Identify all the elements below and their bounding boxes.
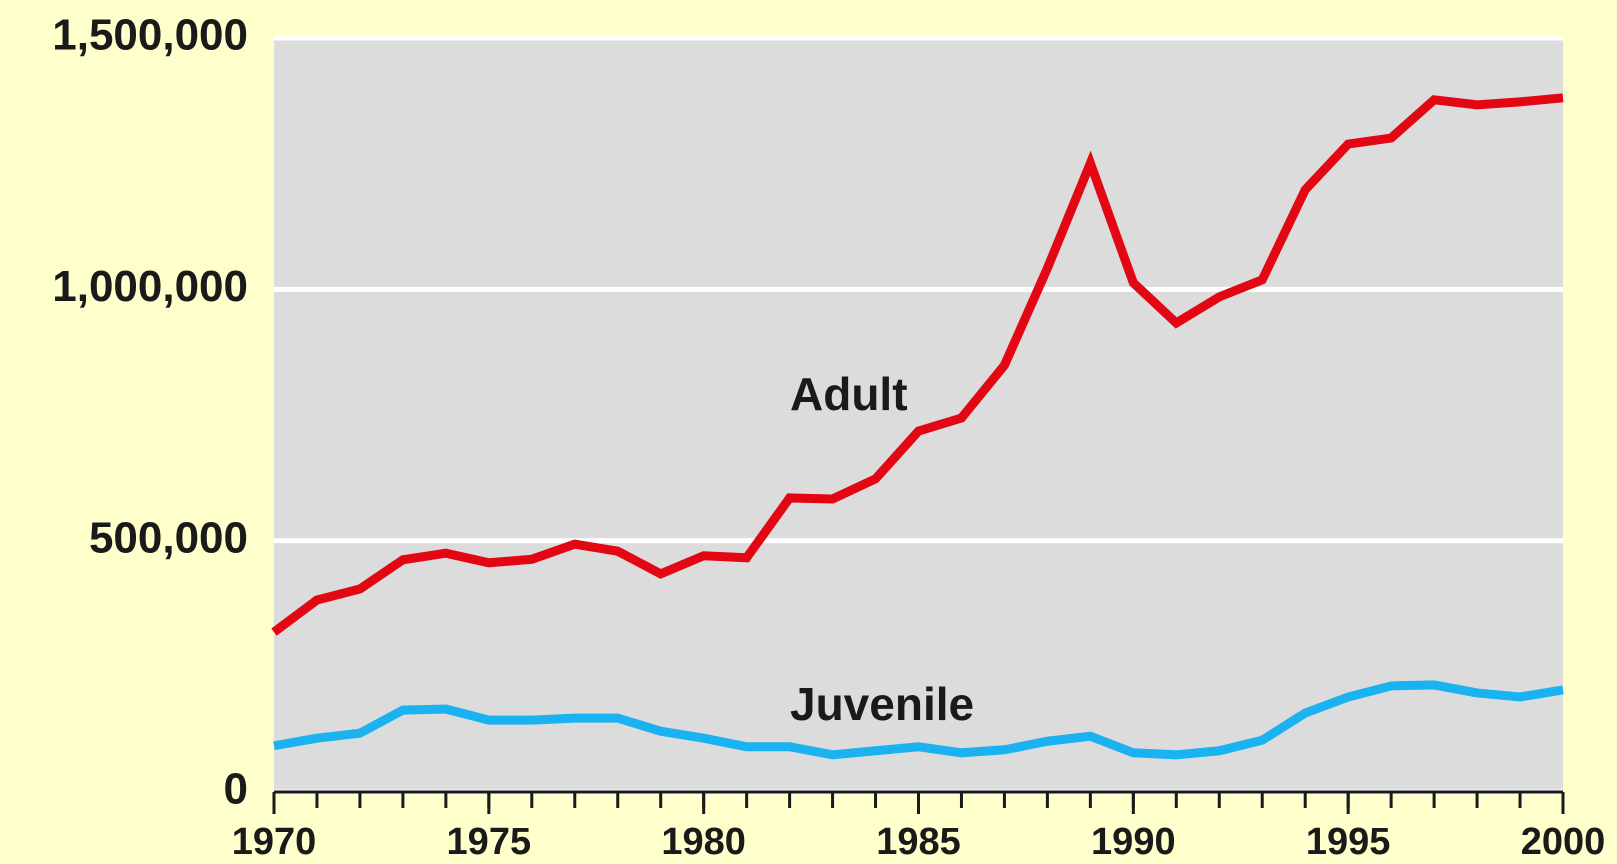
- y-tick-label: 1,500,000: [52, 11, 248, 60]
- x-tick-label: 1970: [232, 821, 317, 863]
- line-series: [271, 93, 1564, 636]
- x-tick-label: 1980: [661, 821, 746, 863]
- x-tick-label: 1975: [447, 821, 532, 863]
- series-label: Juvenile: [790, 678, 974, 730]
- plot-area: [274, 38, 1563, 792]
- x-tick-label: 1995: [1306, 821, 1391, 863]
- line-series: [273, 680, 1564, 760]
- x-tick-label: 2000: [1521, 821, 1606, 863]
- y-tick-label: 1,000,000: [52, 262, 248, 311]
- y-tick-label: 500,000: [89, 513, 248, 562]
- y-tick-label: 0: [224, 765, 248, 814]
- x-tick-label: 1990: [1091, 821, 1176, 863]
- x-tick-label: 1985: [876, 821, 961, 863]
- series-label: Adult: [790, 368, 908, 420]
